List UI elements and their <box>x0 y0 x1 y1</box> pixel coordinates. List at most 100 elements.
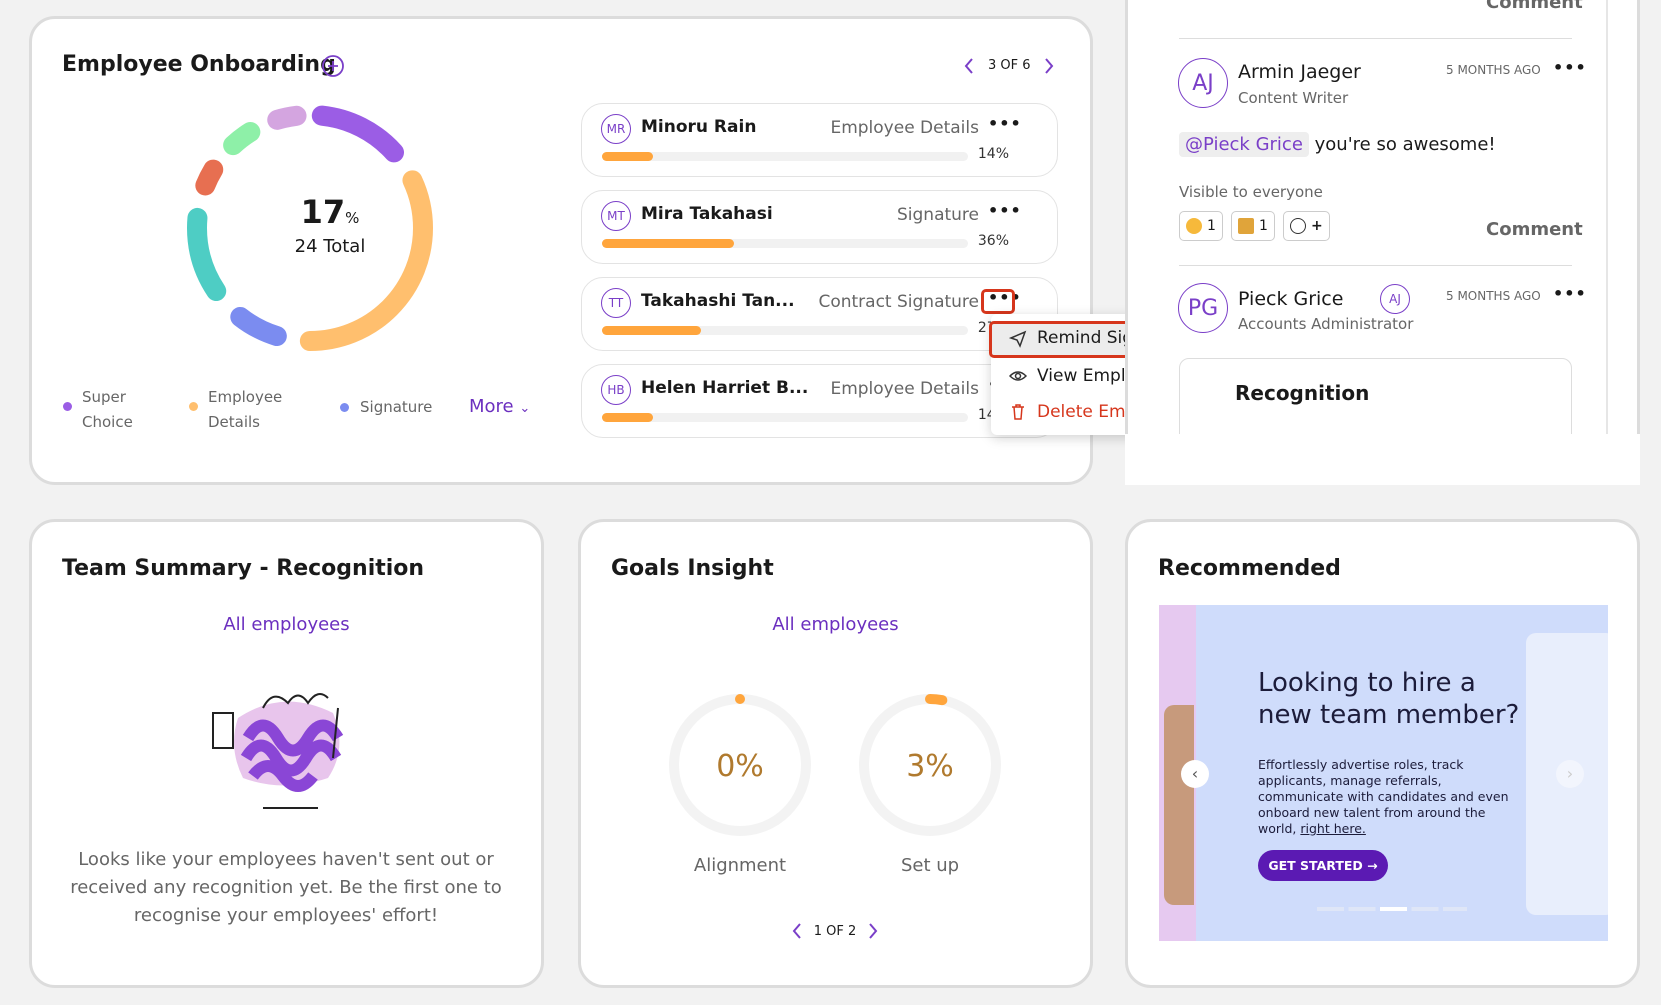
avatar: MR <box>601 114 631 144</box>
employee-name: Mira Takahasi <box>641 204 773 224</box>
role: Accounts Administrator <box>1238 315 1414 333</box>
body-text: Effortlessly advertise roles, track appl… <box>1258 757 1509 836</box>
highlight <box>981 289 1015 314</box>
reaction-count: 1 <box>1259 218 1268 234</box>
donut-total: 24 Total <box>294 236 366 257</box>
legend-dot <box>63 402 72 411</box>
employee-name: Minoru Rain <box>641 117 757 137</box>
body: Effortlessly advertise roles, track appl… <box>1258 757 1523 837</box>
timestamp: 5 MONTHS AGO <box>1446 289 1541 303</box>
progress-bar <box>602 152 654 161</box>
carousel-dots <box>1317 907 1467 911</box>
mention[interactable]: @Pieck Grice <box>1179 132 1309 157</box>
ring-name: Alignment <box>693 855 787 876</box>
legend-dot <box>340 403 349 412</box>
filter[interactable]: All employees <box>772 614 899 635</box>
progress-label: 14% <box>977 146 1009 162</box>
reaction[interactable]: 1 <box>1179 211 1223 241</box>
ring-label: 3% <box>906 749 954 784</box>
avatar: HB <box>601 375 631 405</box>
avatar: TT <box>601 288 631 318</box>
more-menu[interactable]: ••• <box>1553 284 1587 303</box>
goals-card <box>578 519 1093 988</box>
message: @Pieck Grice you're so awesome! <box>1179 131 1496 159</box>
comment-button[interactable]: Comment <box>1486 219 1583 240</box>
employee-name: Takahashi Tan... <box>641 291 795 311</box>
donut-center: 17% <box>250 193 410 231</box>
ring-name: Set up <box>900 855 960 876</box>
feed-footer <box>1125 434 1640 485</box>
stage: Employee Details <box>830 118 979 138</box>
percent: 17 <box>300 193 346 231</box>
prev-page[interactable] <box>790 921 804 941</box>
link[interactable]: right here. <box>1300 821 1366 836</box>
message-text: you're so awesome! <box>1314 134 1496 155</box>
add-reaction[interactable]: + <box>1283 211 1330 241</box>
trash-icon <box>1012 404 1024 420</box>
progress-bar <box>602 326 701 335</box>
progress-track <box>602 413 968 422</box>
legend-item: Employee Details <box>208 388 283 431</box>
donut-segment <box>187 105 433 351</box>
author: Armin Jaeger <box>1238 61 1361 83</box>
more-label: More <box>469 396 514 417</box>
banner: Looking to hire a new team member? Effor… <box>1159 605 1608 941</box>
progress-track <box>602 152 968 161</box>
prev-page[interactable] <box>962 56 976 76</box>
filter[interactable]: All employees <box>223 614 350 635</box>
progress-bar <box>602 413 654 422</box>
legend-dot <box>189 402 198 411</box>
more-button[interactable]: More ⌄ <box>469 396 531 417</box>
card-title: Team Summary - Recognition <box>62 556 425 581</box>
visibility: Visible to everyone <box>1179 183 1323 201</box>
card-title: Recommended <box>1158 556 1341 581</box>
empty-message: Looks like your employees haven't sent o… <box>70 849 502 926</box>
progress-bar <box>602 239 734 248</box>
pager: 3 OF 6 <box>988 58 1031 73</box>
avatar: AJ <box>1178 58 1228 108</box>
tag-avatar: AJ <box>1380 284 1410 314</box>
donut-segment <box>187 105 433 351</box>
more-menu[interactable]: ••• <box>988 114 1022 133</box>
carousel-next[interactable]: › <box>1556 760 1584 788</box>
employee-row[interactable]: MR Minoru Rain Employee Details ••• 14% <box>581 103 1058 177</box>
progress-label: 36% <box>977 233 1009 249</box>
next-page[interactable] <box>1042 56 1056 76</box>
donut-chart <box>187 105 433 351</box>
percent-unit: % <box>345 209 360 227</box>
cta-button[interactable]: GET STARTED → <box>1258 850 1388 881</box>
scrollbar <box>1606 0 1608 434</box>
timestamp: 5 MONTHS AGO <box>1446 63 1541 77</box>
divider <box>1179 265 1572 266</box>
eye-icon <box>1009 371 1027 381</box>
illustration <box>212 693 344 809</box>
more-menu[interactable]: ••• <box>1553 58 1587 77</box>
stage: Signature <box>896 205 979 225</box>
avatar: MT <box>601 201 631 231</box>
employee-name: Helen Harriet B... <box>641 378 809 398</box>
divider <box>1179 38 1572 39</box>
next-page[interactable] <box>866 921 880 941</box>
carousel-prev[interactable]: ‹ <box>1181 760 1209 788</box>
ring-progress <box>669 694 811 836</box>
more-menu[interactable]: ••• <box>988 201 1022 220</box>
goal-rings: 0% 3% <box>669 694 1001 836</box>
card-title: Goals Insight <box>611 556 774 581</box>
employee-row[interactable]: MT Mira Takahasi Signature ••• 36% <box>581 190 1058 264</box>
add-button[interactable] <box>321 54 345 78</box>
avatar: PG <box>1178 283 1228 333</box>
send-icon <box>1009 330 1027 348</box>
comment-button[interactable]: Comment <box>1486 0 1583 13</box>
headline: Looking to hire a new team member? <box>1258 668 1520 730</box>
stage: Contract Signature <box>818 292 979 312</box>
author: Pieck Grice <box>1238 288 1344 310</box>
pager: 1 OF 2 <box>813 924 857 939</box>
progress-track <box>602 239 968 248</box>
reaction[interactable]: 1 <box>1231 211 1275 241</box>
progress-track <box>602 326 968 335</box>
card-title: Employee Onboarding <box>62 52 336 77</box>
legend-item: Signature <box>360 398 433 416</box>
